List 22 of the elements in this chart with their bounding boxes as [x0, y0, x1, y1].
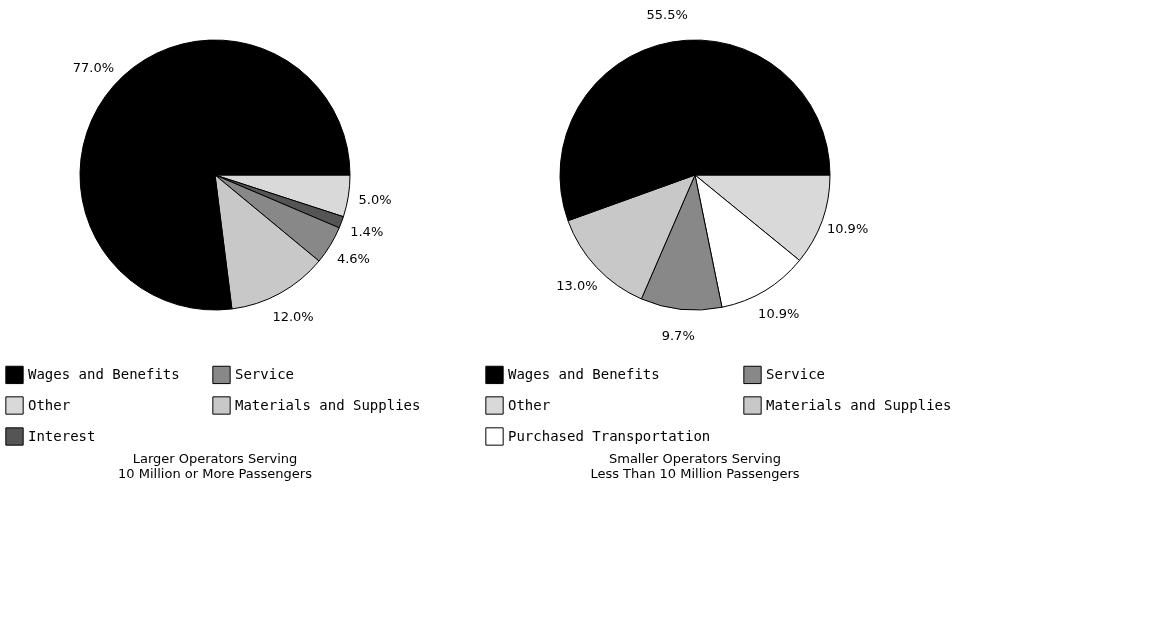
legend-label: Service — [766, 365, 826, 382]
data-label: 55.5% — [646, 7, 688, 23]
data-label: 12.0% — [272, 308, 314, 324]
data-label: 1.4% — [350, 223, 384, 239]
legend-label: Purchased Transportation — [508, 427, 711, 444]
data-label: 13.0% — [556, 277, 598, 293]
legend-label: Other — [508, 396, 551, 413]
data-label: 10.9% — [758, 305, 800, 321]
data-label: 77.0% — [72, 59, 115, 75]
text: Smaller Operators Serving Less Than 10 Million Passengers — [590, 451, 800, 481]
legend-label: Wages and Benefits — [508, 365, 660, 382]
text: Larger Operators Serving 10 Million or More Passengers — [118, 451, 313, 481]
legend-label: Service — [235, 365, 295, 382]
data-label: 4.6% — [336, 251, 370, 267]
legend-label: Interest — [28, 427, 96, 444]
legend-label: Materials and Supplies — [235, 396, 421, 413]
legend-label: Materials and Supplies — [766, 396, 952, 413]
legend-label: Wages and Benefits — [28, 365, 180, 382]
data-label: 9.7% — [661, 328, 695, 344]
legend-label: Other — [28, 396, 71, 413]
data-label: 10.9% — [826, 221, 869, 237]
data-label: 5.0% — [358, 192, 392, 208]
